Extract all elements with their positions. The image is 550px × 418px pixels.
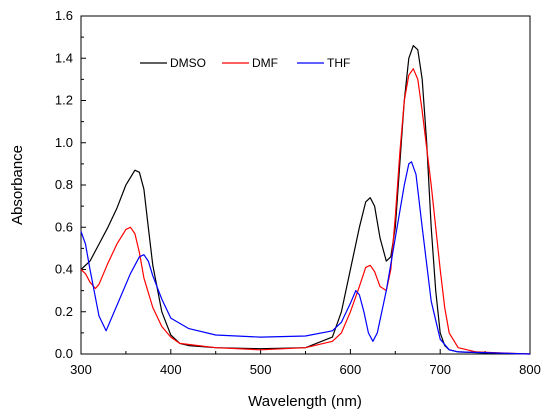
x-tick-label: 600 — [340, 362, 362, 377]
series-line-dmso — [80, 45, 531, 355]
x-axis-label: Wavelength (nm) — [248, 393, 362, 410]
y-tick-label: 0.6 — [55, 219, 73, 234]
x-tick-label: 400 — [160, 362, 182, 377]
legend-label-thf: THF — [327, 56, 350, 70]
x-tick-label: 500 — [250, 362, 272, 377]
plot-frame — [80, 15, 531, 355]
x-tick-label: 300 — [70, 362, 92, 377]
series-layer — [80, 45, 531, 355]
y-tick-label: 1.4 — [55, 50, 73, 65]
legend: DMSO DMF THF — [140, 56, 350, 70]
y-tick-label: 0.8 — [55, 177, 73, 192]
y-tick-label: 1.0 — [55, 135, 73, 150]
y-tick-label: 1.6 — [55, 8, 73, 23]
x-tick-label: 800 — [519, 362, 541, 377]
legend-label-dmf: DMF — [252, 56, 278, 70]
y-axis-label: Absorbance — [9, 145, 26, 225]
y-tick-label: 0.2 — [55, 304, 73, 319]
x-axis-ticks: 300 400 500 600 700 800 — [70, 349, 541, 377]
y-tick-label: 0.4 — [55, 262, 73, 277]
y-axis-ticks: 0.0 0.2 0.4 0.6 0.8 1.0 1.2 1.4 1.6 — [55, 8, 86, 361]
series-line-thf — [80, 161, 531, 355]
series-line-dmf — [80, 68, 531, 355]
x-tick-label: 700 — [429, 362, 451, 377]
y-tick-label: 1.2 — [55, 93, 73, 108]
legend-label-dmso: DMSO — [170, 56, 206, 70]
y-tick-label: 0.0 — [55, 346, 73, 361]
